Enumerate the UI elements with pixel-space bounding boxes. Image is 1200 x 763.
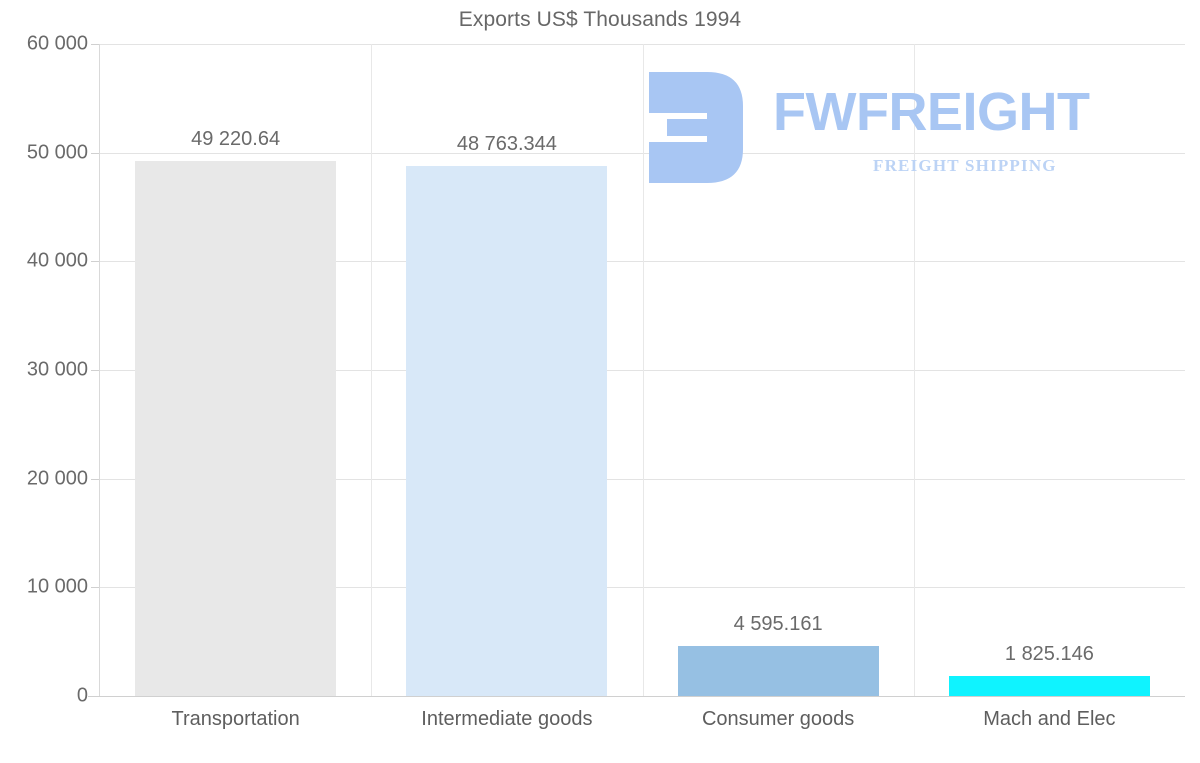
y-axis-tick-label: 40 000 — [26, 249, 88, 272]
y-axis-tick — [91, 261, 100, 263]
y-axis-tick — [91, 370, 100, 371]
gridline-horizontal — [100, 44, 1185, 45]
y-axis-tick — [91, 587, 100, 589]
bar-value-label: 49 220.64 — [191, 128, 281, 151]
x-axis-line — [88, 696, 1185, 697]
gridline-vertical — [371, 44, 372, 696]
x-axis-tick-label: Consumer goods — [701, 708, 855, 730]
y-axis-tick — [91, 152, 100, 154]
bar-value-label: 1 825.146 — [1004, 643, 1094, 666]
gridline-vertical — [914, 44, 915, 696]
gridline-vertical — [643, 44, 644, 696]
bar[interactable] — [677, 646, 879, 696]
gridline-horizontal — [100, 152, 1185, 154]
gridline-horizontal — [100, 478, 1185, 480]
gridline-horizontal — [100, 587, 1185, 589]
y-axis-tick-label: 50 000 — [26, 141, 88, 164]
x-axis-tick-label: Transportation — [171, 708, 300, 730]
y-axis-line — [99, 44, 100, 697]
chart-title: Exports US$ Thousands 1994 — [458, 8, 742, 31]
y-axis-tick — [91, 44, 100, 45]
bar[interactable] — [135, 161, 337, 696]
y-axis-tick-label: 30 000 — [26, 358, 88, 381]
bar-value-label: 4 595.161 — [733, 613, 823, 636]
plot-area — [88, 44, 1185, 697]
gridline-horizontal — [100, 261, 1185, 263]
x-axis-tick-label: Mach and Elec — [983, 708, 1116, 730]
y-axis-tick — [91, 478, 100, 480]
y-axis-tick-label: 20 000 — [26, 467, 88, 490]
bar[interactable] — [948, 676, 1150, 696]
y-axis-tick-label: 60 000 — [26, 32, 88, 55]
bar[interactable] — [406, 166, 608, 696]
y-axis-tick-label: 0 — [76, 684, 88, 707]
bar-value-label: 48 763.344 — [456, 133, 557, 156]
x-axis-tick-label: Intermediate goods — [421, 708, 593, 730]
y-axis-tick-label: 10 000 — [26, 575, 88, 598]
gridline-horizontal — [100, 370, 1185, 371]
